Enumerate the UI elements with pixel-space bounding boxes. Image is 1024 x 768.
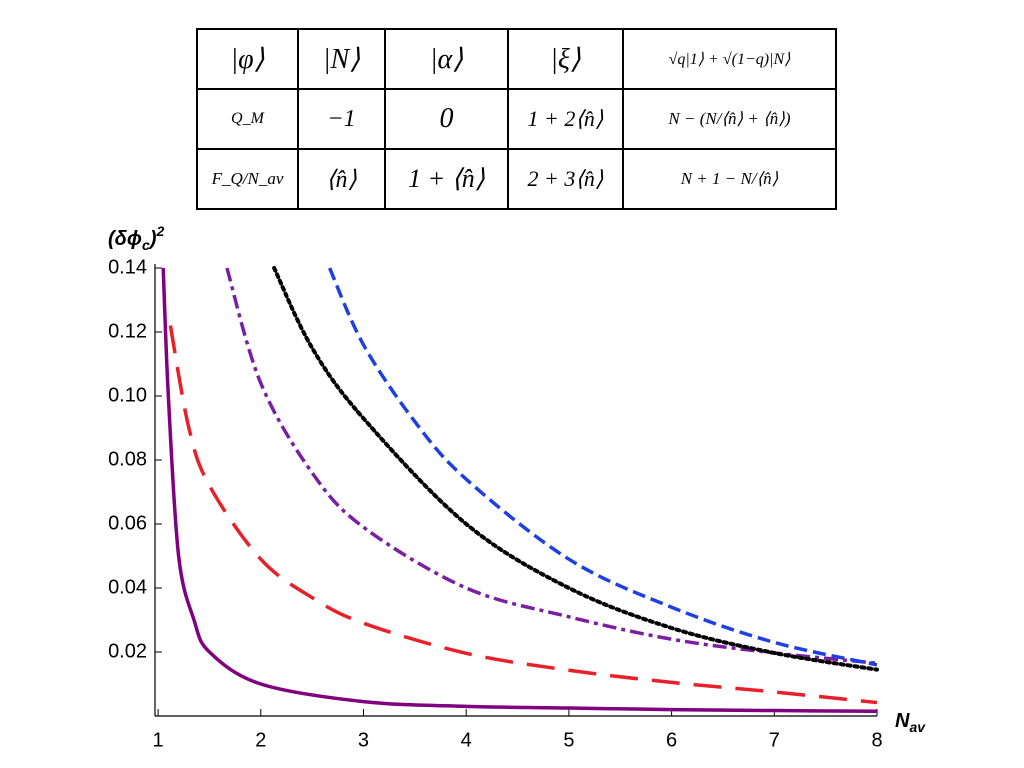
table-cell: F_Q/N_av: [196, 148, 299, 210]
y-tick-label: 0.12: [108, 320, 147, 342]
y-tick-label: 0.08: [108, 448, 147, 470]
table-cell: 0: [384, 88, 509, 150]
formula-table: |φ⟩ |N⟩ |α⟩ |ξ⟩ √q|1⟩ + √(1−q)|N⟩ Q_M −1 0 1 + 2…: [196, 28, 837, 210]
table-row: |φ⟩ |N⟩ |α⟩ |ξ⟩ √q|1⟩ + √(1−q)|N⟩: [196, 28, 837, 90]
y-axis-label-part: c: [142, 237, 150, 253]
x-tick-label: 8: [871, 729, 882, 751]
series-line: [225, 267, 878, 665]
table-row: F_Q/N_av ⟨n̂⟩ 1 + ⟨n̂⟩ 2 + 3⟨n̂⟩ N + 1 − N/⟨…: [196, 148, 837, 210]
x-axis-label-part: av: [909, 719, 926, 735]
table-cell: 1 + ⟨n̂⟩: [384, 148, 509, 210]
table-cell: N + 1 − N/⟨n̂⟩: [622, 148, 837, 210]
table-cell: |α⟩: [384, 28, 509, 90]
table-cell: |N⟩: [297, 28, 386, 90]
x-axis-label: Nav: [895, 710, 926, 734]
y-axis-label-part: 2: [155, 223, 164, 239]
table-cell: 2 + 3⟨n̂⟩: [507, 148, 624, 210]
table-row: Q_M −1 0 1 + 2⟨n̂⟩ N − (N/⟨n̂⟩ + ⟨n̂⟩): [196, 88, 837, 150]
table-cell: √q|1⟩ + √(1−q)|N⟩: [622, 28, 837, 90]
y-tick-label: 0.06: [108, 512, 147, 534]
y-tick-label: 0.14: [108, 256, 147, 278]
series-line: [168, 325, 878, 705]
y-axis-label-part: ): [148, 228, 157, 250]
table-cell: |ξ⟩: [507, 28, 624, 90]
x-tick-label: 7: [769, 729, 780, 751]
x-tick-label: 1: [153, 729, 164, 751]
x-tick-label: 2: [255, 729, 266, 751]
table-cell: 1 + 2⟨n̂⟩: [507, 88, 624, 150]
y-tick-label: 0.10: [108, 384, 147, 406]
x-axis-label-part: N: [895, 710, 910, 732]
series-line: [161, 267, 878, 713]
table-cell: −1: [297, 88, 386, 150]
y-tick-label: 0.02: [108, 640, 147, 662]
table-cell: ⟨n̂⟩: [297, 148, 386, 210]
series-line: [272, 266, 879, 672]
table-cell: |φ⟩: [196, 28, 299, 90]
table-cell: N − (N/⟨n̂⟩ + ⟨n̂⟩): [622, 88, 837, 150]
x-tick-label: 5: [563, 729, 574, 751]
series-line: [327, 267, 878, 667]
x-tick-label: 3: [358, 729, 369, 751]
table-cell: Q_M: [196, 88, 299, 150]
x-tick-label: 4: [461, 729, 472, 751]
y-axis-label: (δϕc)2: [108, 223, 164, 253]
x-tick-label: 6: [666, 729, 677, 751]
y-tick-label: 0.04: [108, 576, 147, 598]
y-axis-label-part: (δϕ: [108, 228, 142, 250]
